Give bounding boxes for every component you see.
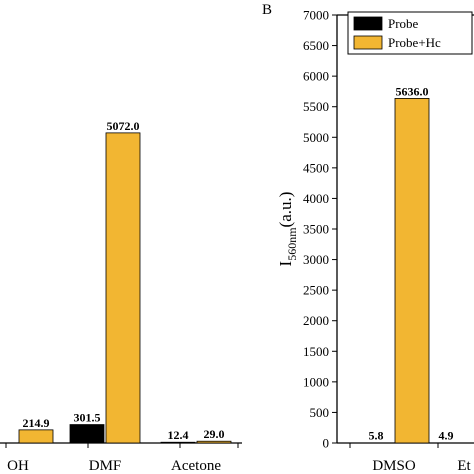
- panel-a-label-probe-hc-1: 5072.0: [107, 119, 140, 133]
- panel-b-bar-probe-hc-0: [394, 97, 430, 444]
- panel-b-y-tick-label-4: 2000: [303, 313, 329, 328]
- panel-b-y-tick-label-6: 3000: [303, 252, 329, 267]
- panel-a-bar-probe-hc-2: [196, 440, 232, 444]
- panel-a-category-0: OH: [7, 458, 29, 474]
- legend-label-1: Probe+Hc: [388, 35, 441, 50]
- panel-a: 214.9 OH 301.5 5072.0 DMF 12.4 29.0 Acetone: [0, 119, 242, 474]
- panel-a-label-probe-1: 301.5: [74, 411, 101, 425]
- panel-a-label-probe-hc-0: 214.9: [23, 416, 50, 430]
- panel-b-y-tick-label-1: 500: [310, 405, 330, 420]
- panel-b-y-tick-label-2: 1000: [303, 374, 329, 389]
- panel-a-category-2: Acetone: [171, 458, 221, 474]
- panel-a-bar-probe-2: [160, 441, 196, 444]
- panel-b-category-1: Et: [457, 458, 471, 474]
- panel-b-y-tick-label-0: 0: [323, 436, 330, 451]
- legend-label-0: Probe: [388, 16, 419, 31]
- panel-b-y-tick-label-13: 6500: [303, 38, 329, 53]
- panel-a-label-probe-2: 12.4: [168, 428, 189, 442]
- y-label-unit: (a.u.): [276, 192, 295, 228]
- panel-b-bar-probe-0: [359, 442, 393, 444]
- legend-swatch-1: [353, 35, 383, 50]
- panel-a-bar-probe-1: [69, 424, 105, 444]
- panel-b-bar-probe-1: [429, 442, 463, 444]
- panel-b-y-tick-label-3: 1500: [303, 344, 329, 359]
- panel-b-label-probe-0: 5.8: [369, 429, 384, 443]
- panel-b: B 0 500 1000 1500 2000 2500 3000 3500 4000 4500 500…: [262, 2, 474, 474]
- y-label-subscript: 560nm: [285, 227, 299, 261]
- panel-a-category-1: DMF: [89, 458, 122, 474]
- panel-b-y-tick-label-8: 4000: [303, 191, 329, 206]
- panel-b-label-probe-hc-0: 5636.0: [396, 84, 429, 98]
- panel-b-y-tick-label-10: 5000: [303, 130, 329, 145]
- panel-a-bar-probe-hc-1: [105, 132, 141, 444]
- panel-b-label-probe-1: 4.9: [439, 429, 454, 443]
- legend: Probe Probe+Hc: [347, 11, 473, 55]
- panel-b-y-tick-label-7: 3500: [303, 222, 329, 237]
- panel-a-label-probe-hc-2: 29.0: [204, 427, 225, 441]
- panel-b-y-tick-label-5: 2500: [303, 283, 329, 298]
- panel-b-y-tick-label-14: 7000: [303, 8, 329, 23]
- panel-a-bar-probe-hc-0: [18, 429, 54, 444]
- panel-b-y-tick-label-12: 6000: [303, 69, 329, 84]
- panel-b-y-axis-label: I560nm(a.u.): [276, 192, 299, 267]
- panel-b-y-tick-label-9: 4500: [303, 160, 329, 175]
- panel-b-letter: B: [262, 2, 272, 18]
- legend-swatch-0: [353, 16, 383, 31]
- panel-b-category-0: DMSO: [372, 458, 416, 474]
- y-label-main: I: [276, 260, 295, 266]
- panel-b-y-tick-label-11: 5500: [303, 99, 329, 114]
